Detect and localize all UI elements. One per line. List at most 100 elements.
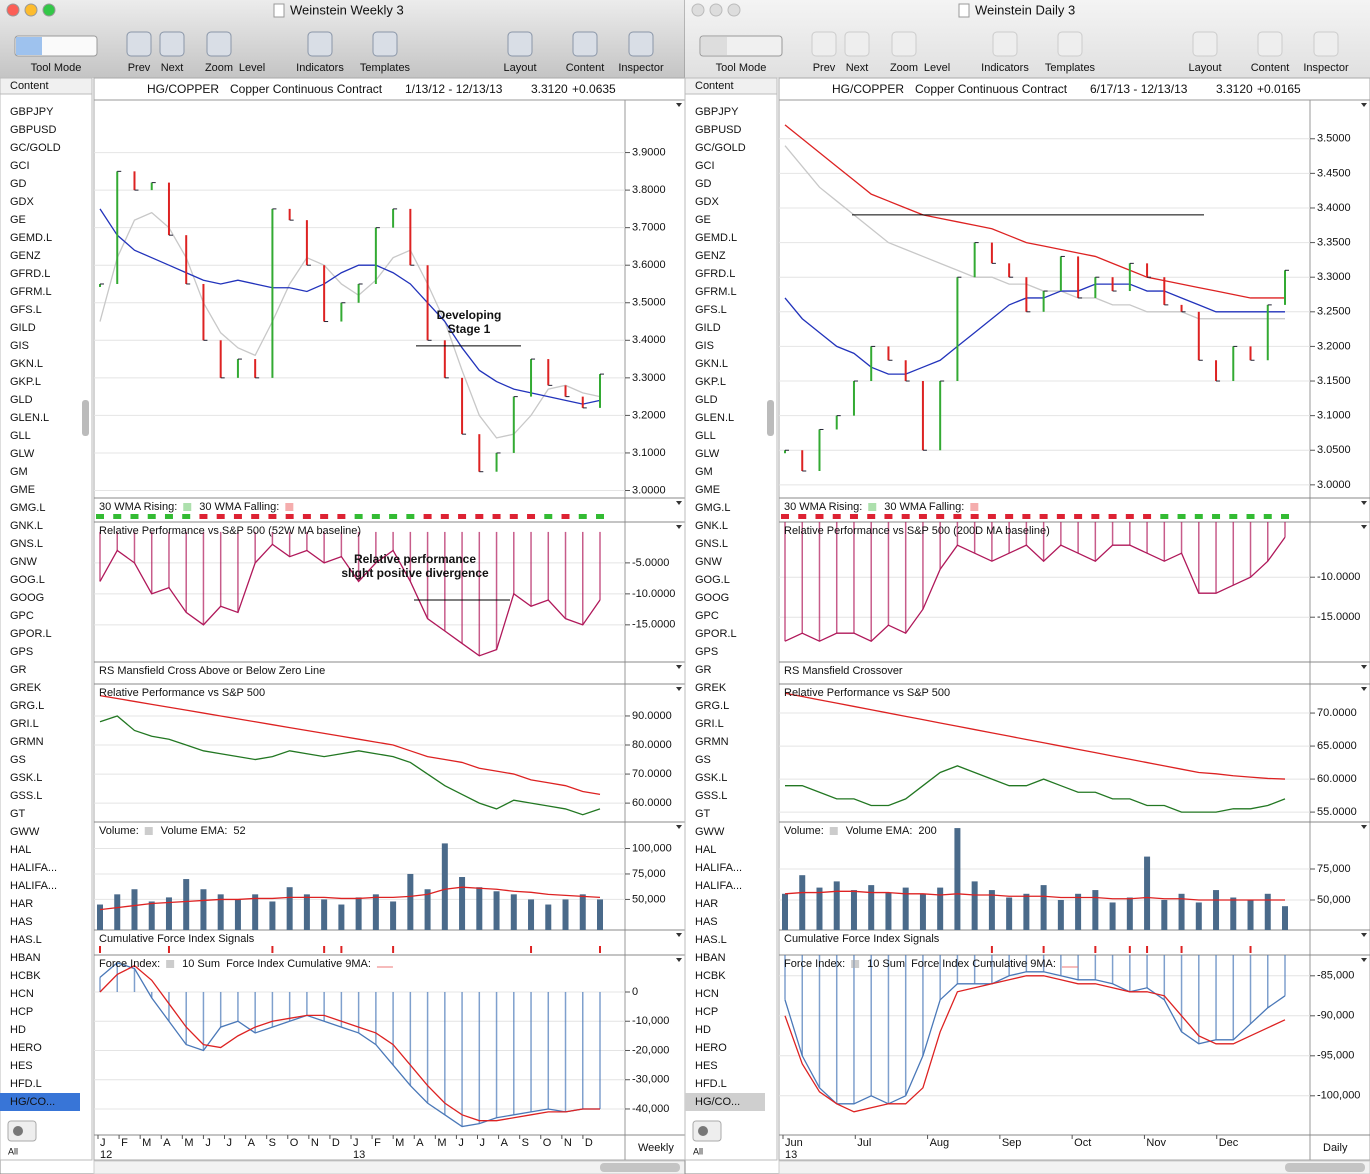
sidebar-item[interactable]: HBAN	[695, 952, 726, 964]
toolbar-icon[interactable]	[307, 31, 333, 57]
sidebar-item[interactable]: HG/CO...	[10, 1096, 55, 1108]
sidebar-item[interactable]: GBPJPY	[695, 106, 739, 118]
sidebar-item[interactable]: GWW	[695, 826, 725, 838]
sidebar-item[interactable]: GME	[10, 484, 35, 496]
toolbar-icon[interactable]	[372, 31, 398, 57]
sidebar-item[interactable]: GR	[10, 664, 27, 676]
toolbar-label[interactable]: Level	[924, 62, 950, 74]
sidebar-item[interactable]: GOG.L	[695, 574, 730, 586]
toolbar-icon[interactable]	[891, 31, 917, 57]
sidebar-item[interactable]: GILD	[10, 322, 36, 334]
sidebar-item[interactable]: HCBK	[695, 970, 726, 982]
toolbar-label[interactable]: Layout	[503, 62, 536, 74]
sidebar-item[interactable]: GME	[695, 484, 720, 496]
toolbar-label[interactable]: Level	[239, 62, 265, 74]
pane-menu[interactable]	[676, 958, 682, 962]
toolbar-icon[interactable]	[159, 31, 185, 57]
toolbar-icon[interactable]	[507, 31, 533, 57]
sidebar-footer[interactable]: All	[8, 1146, 18, 1156]
sidebar-item[interactable]: GLEN.L	[10, 412, 49, 424]
sidebar-item[interactable]: HCN	[10, 988, 34, 1000]
sidebar-item[interactable]: GD	[10, 178, 27, 190]
toolbar-label[interactable]: Layout	[1188, 62, 1221, 74]
sidebar-item[interactable]: GOOG	[695, 592, 729, 604]
sidebar-item[interactable]: GS	[10, 754, 26, 766]
toolbar-icon[interactable]	[1313, 31, 1339, 57]
sidebar-item[interactable]: GREK	[695, 682, 727, 694]
pane-menu[interactable]	[676, 687, 682, 691]
toolbar-label[interactable]: Templates	[360, 62, 411, 74]
sidebar-item[interactable]: GBPUSD	[695, 124, 742, 136]
sidebar-item[interactable]: GLW	[10, 448, 35, 460]
pane-menu[interactable]	[1361, 933, 1367, 937]
sidebar-item[interactable]: GREK	[10, 682, 42, 694]
sidebar-item[interactable]: GNS.L	[695, 538, 728, 550]
sidebar-item[interactable]: HALIFA...	[10, 862, 57, 874]
sidebar-item[interactable]: GIS	[695, 340, 714, 352]
sidebar-item[interactable]: GLL	[10, 430, 31, 442]
toolbar-label[interactable]: Next	[846, 62, 869, 74]
sidebar-item[interactable]: GNW	[10, 556, 38, 568]
toolbar-icon[interactable]	[572, 31, 598, 57]
sidebar-item[interactable]: HAR	[10, 898, 33, 910]
pane-menu[interactable]	[1361, 825, 1367, 829]
sidebar-item[interactable]: GFRD.L	[10, 268, 50, 280]
toolbar-label[interactable]: Inspector	[1303, 62, 1349, 74]
sidebar-item[interactable]: GKN.L	[695, 358, 728, 370]
sidebar-item[interactable]: GPC	[695, 610, 719, 622]
sidebar-item[interactable]: HERO	[10, 1042, 42, 1054]
sidebar-item[interactable]: HAS	[10, 916, 33, 928]
scroll-thumb[interactable]	[600, 1163, 680, 1172]
sidebar-item[interactable]: GLD	[10, 394, 33, 406]
sidebar-item[interactable]: GD	[695, 178, 712, 190]
sidebar-item[interactable]: GSS.L	[10, 790, 42, 802]
sidebar-item[interactable]: GRI.L	[10, 718, 39, 730]
sidebar-item[interactable]: GPOR.L	[695, 628, 737, 640]
toolbar-label[interactable]: Prev	[128, 62, 151, 74]
sidebar-item[interactable]: HAS	[695, 916, 718, 928]
toolbar-icon[interactable]	[811, 31, 837, 57]
sidebar-item[interactable]: GKP.L	[10, 376, 41, 388]
sidebar-item[interactable]: GFRM.L	[10, 286, 52, 298]
sidebar-item[interactable]: GPOR.L	[10, 628, 52, 640]
sidebar-item[interactable]: GT	[695, 808, 711, 820]
sidebar-item[interactable]: GRG.L	[695, 700, 729, 712]
toolbar-label[interactable]: Tool Mode	[716, 62, 767, 74]
sidebar-item[interactable]: GFS.L	[695, 304, 727, 316]
sidebar-item[interactable]: HBAN	[10, 952, 41, 964]
sidebar-item[interactable]: GS	[695, 754, 711, 766]
pane-menu[interactable]	[1361, 958, 1367, 962]
toolbar-label[interactable]: Content	[566, 62, 605, 74]
window-button[interactable]	[727, 3, 741, 17]
sidebar-item[interactable]: HAS.L	[10, 934, 42, 946]
sidebar-item[interactable]: HES	[695, 1060, 718, 1072]
sidebar-item[interactable]: GC/GOLD	[695, 142, 746, 154]
pane-menu[interactable]	[1361, 687, 1367, 691]
sidebar-item[interactable]: GSS.L	[695, 790, 727, 802]
sidebar-item[interactable]: GKP.L	[695, 376, 726, 388]
sidebar-item[interactable]: GEMD.L	[10, 232, 52, 244]
sidebar-item[interactable]: GFRM.L	[695, 286, 737, 298]
sidebar-item[interactable]: GMG.L	[10, 502, 45, 514]
sidebar-item[interactable]: GEMD.L	[695, 232, 737, 244]
toolbar-icon[interactable]	[126, 31, 152, 57]
toolbar-icon[interactable]	[1057, 31, 1083, 57]
sidebar-item[interactable]: GOOG	[10, 592, 44, 604]
sidebar-item[interactable]: HALIFA...	[10, 880, 57, 892]
sidebar-item[interactable]: GC/GOLD	[10, 142, 61, 154]
toolbar-label[interactable]: Indicators	[981, 62, 1029, 74]
period-label[interactable]: Daily	[1323, 1142, 1348, 1154]
period-label[interactable]: Weekly	[638, 1142, 674, 1154]
sidebar-item[interactable]: GCI	[10, 160, 30, 172]
toolbar-label[interactable]: Tool Mode	[31, 62, 82, 74]
sidebar-item[interactable]: GDX	[695, 196, 720, 208]
sidebar-item[interactable]: GT	[10, 808, 26, 820]
sidebar-item[interactable]: GBPUSD	[10, 124, 57, 136]
sidebar-item[interactable]: HALIFA...	[695, 862, 742, 874]
sidebar-item[interactable]: HFD.L	[695, 1078, 727, 1090]
toolbar-label[interactable]: Content	[1251, 62, 1290, 74]
sidebar-item[interactable]: HCP	[695, 1006, 718, 1018]
sidebar-item[interactable]: GRG.L	[10, 700, 44, 712]
sidebar-item[interactable]: HAL	[10, 844, 31, 856]
sidebar-item[interactable]: HG/CO...	[695, 1096, 740, 1108]
